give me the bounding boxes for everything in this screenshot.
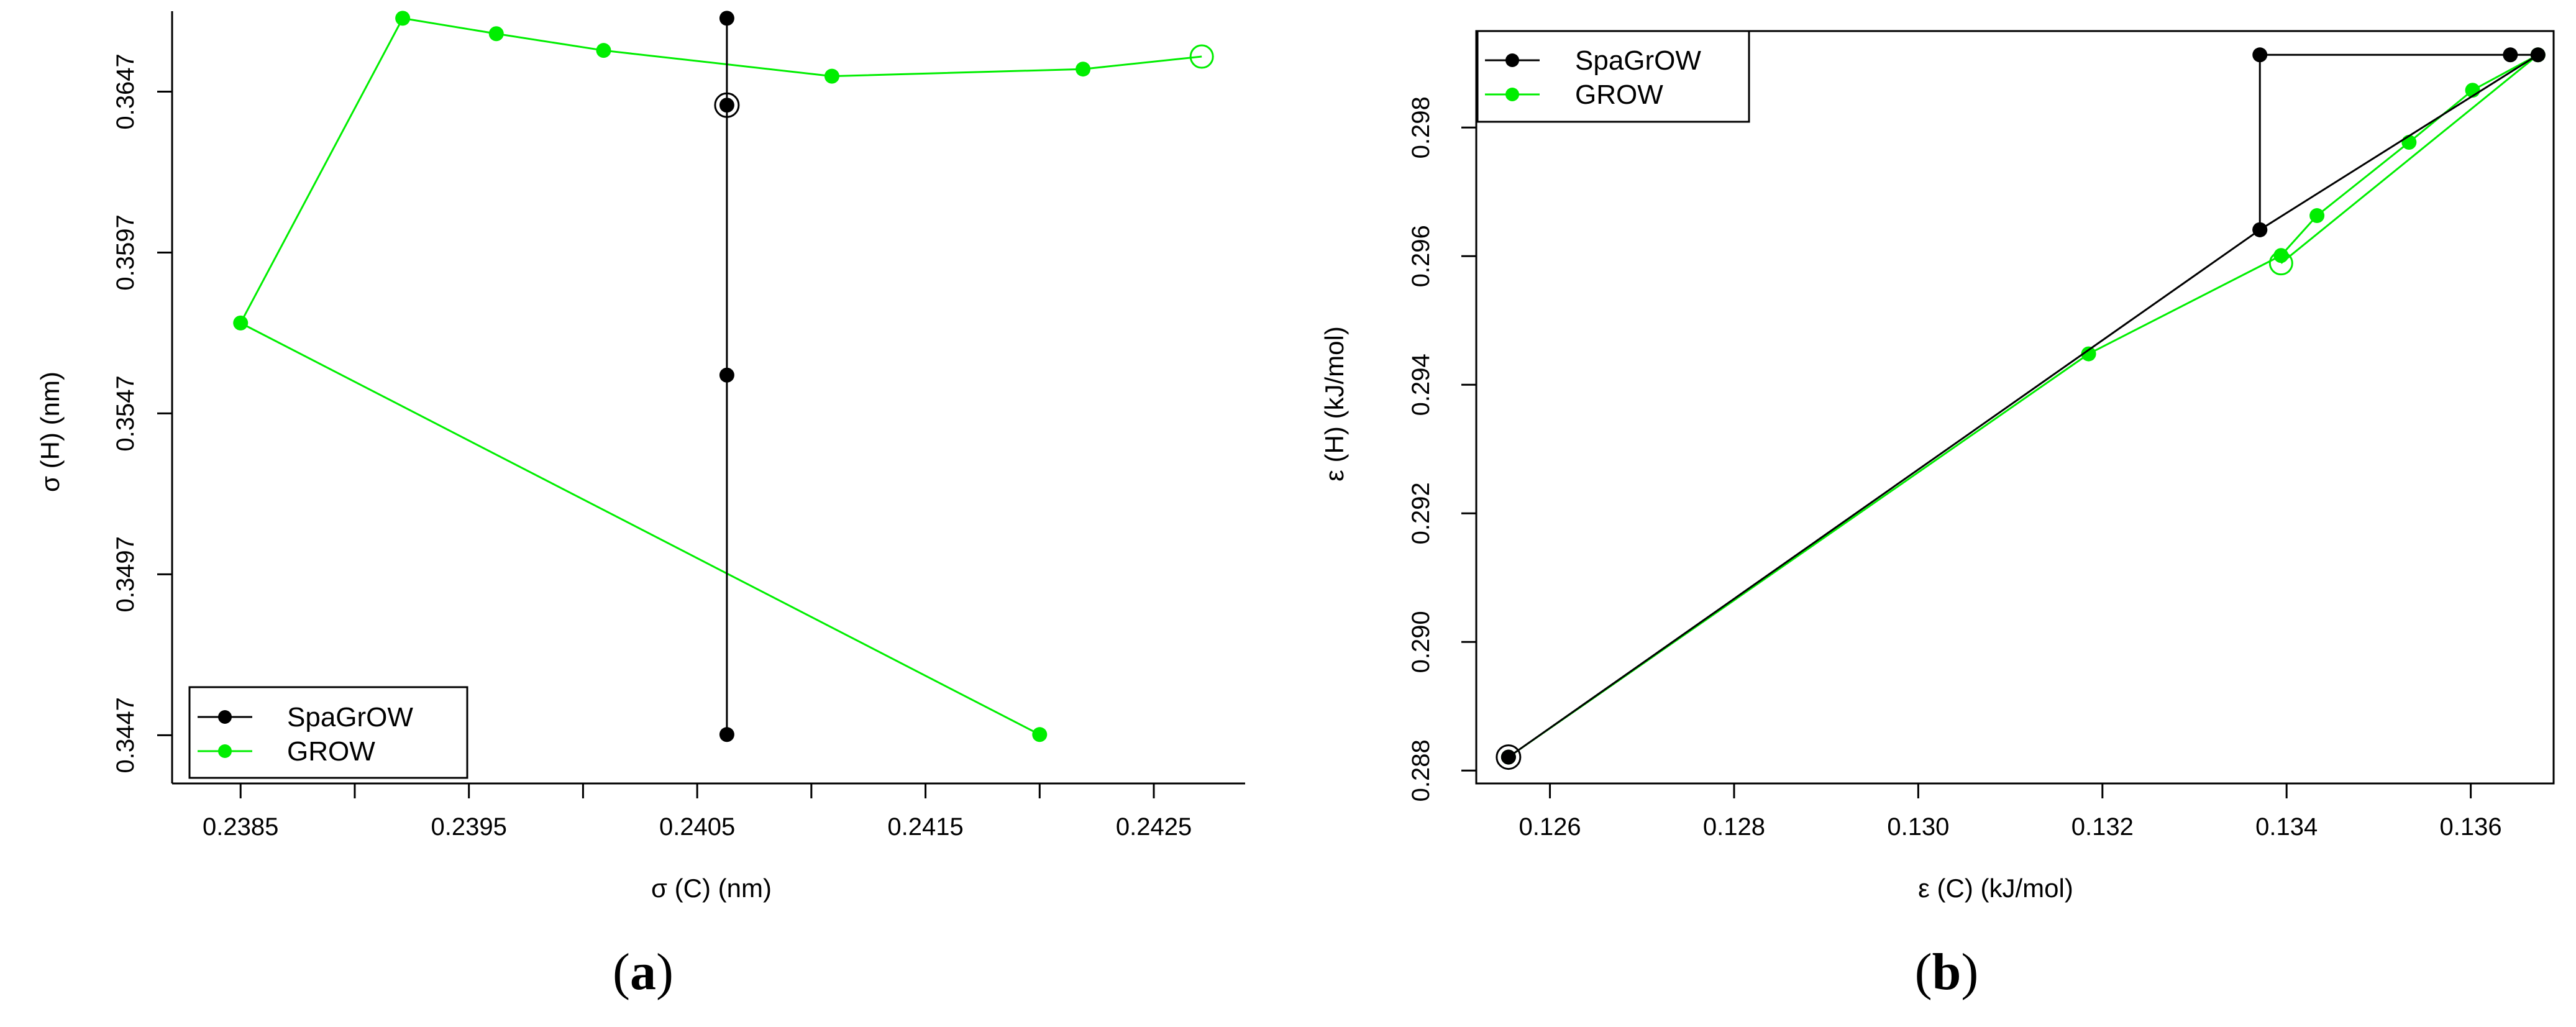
legend-b-marker-grow bbox=[1505, 88, 1519, 101]
y-tick-label: 0.296 bbox=[1407, 225, 1435, 287]
point-spagrow bbox=[719, 11, 734, 26]
point-spagrow-final bbox=[1500, 749, 1516, 765]
point-spagrow bbox=[2252, 222, 2268, 237]
x-ticks-b: 0.126 0.128 0.130 0.132 0.134 0.136 bbox=[1519, 783, 2502, 841]
y-tick-label: 0.290 bbox=[1407, 611, 1435, 673]
point-spagrow-final-ring bbox=[1496, 744, 1522, 770]
point-grow bbox=[1076, 62, 1091, 77]
y-tick-label: 0.294 bbox=[1407, 354, 1435, 416]
point-grow bbox=[1032, 727, 1048, 742]
x-tick-label: 0.132 bbox=[2071, 813, 2134, 841]
panel-label-a-letter: a bbox=[630, 943, 656, 1001]
series-line-grow bbox=[239, 17, 1202, 736]
y-ticks-b: 0.288 0.290 0.292 0.294 0.296 0.298 bbox=[1407, 96, 1476, 801]
x-axis-title-b: ε (C) (kJ/mol) bbox=[1918, 874, 2073, 903]
y-axis-title-a: σ (H) (nm) bbox=[35, 372, 65, 492]
chart-panel-b: 0.126 0.128 0.130 0.132 0.134 0.136 0.288 0.29… bbox=[1320, 30, 2555, 1001]
point-grow bbox=[233, 315, 249, 331]
x-tick-label: 0.2415 bbox=[887, 813, 963, 841]
x-tick-label: 0.126 bbox=[1519, 813, 1581, 841]
point-spagrow bbox=[2252, 47, 2268, 63]
legend-b-label-spagrow: SpaGrOW bbox=[1575, 45, 1701, 76]
point-spagrow-final bbox=[719, 98, 734, 113]
point-grow bbox=[2273, 248, 2289, 263]
marks-a bbox=[233, 11, 1214, 742]
panel-label-b: (b) bbox=[1915, 943, 1979, 1001]
point-grow bbox=[395, 11, 411, 26]
y-tick-label: 0.3447 bbox=[112, 697, 139, 773]
panel-label-b-letter: b bbox=[1932, 943, 1962, 1001]
point-grow-final bbox=[1189, 44, 1214, 69]
panel-label-a: (a) bbox=[613, 943, 674, 1001]
chart-panel-a: 0.2385 0.2395 0.2405 0.2415 0.2425 0.34470.3… bbox=[35, 11, 1245, 1001]
point-spagrow bbox=[2503, 47, 2518, 63]
point-grow bbox=[2309, 208, 2325, 224]
y-ticks-a: 0.3447 0.3497 0.3547 0.3597 0.3647 bbox=[112, 53, 172, 773]
plot-area-b bbox=[1475, 30, 2555, 785]
y-tick-label: 0.3547 bbox=[112, 375, 139, 451]
legend-b: SpaGrOW GROW bbox=[1476, 30, 1750, 123]
point-spagrow bbox=[719, 367, 734, 383]
y-tick-label: 0.3597 bbox=[112, 214, 139, 290]
point-grow-final bbox=[2268, 251, 2293, 276]
x-tick-label: 0.2395 bbox=[431, 813, 507, 841]
y-tick-label: 0.3647 bbox=[112, 53, 139, 129]
y-tick-label: 0.3497 bbox=[112, 536, 139, 612]
plot-area-a bbox=[171, 11, 1245, 785]
point-spagrow bbox=[2530, 47, 2546, 63]
legend-a-label-grow: GROW bbox=[287, 736, 375, 767]
point-grow bbox=[596, 43, 611, 58]
y-tick-label: 0.288 bbox=[1407, 739, 1435, 801]
x-tick-label: 0.128 bbox=[1703, 813, 1765, 841]
point-grow bbox=[2401, 135, 2417, 150]
y-axis-title-b: ε (H) (kJ/mol) bbox=[1320, 326, 1349, 482]
point-grow bbox=[2081, 346, 2096, 362]
legend-a-marker-grow bbox=[218, 744, 232, 758]
legend-b-marker-spagrow bbox=[1505, 53, 1519, 67]
x-tick-label: 0.2385 bbox=[203, 813, 278, 841]
x-tick-label: 0.2405 bbox=[659, 813, 735, 841]
x-tick-label: 0.130 bbox=[1887, 813, 1949, 841]
y-tick-label: 0.292 bbox=[1407, 482, 1435, 544]
point-grow bbox=[824, 68, 839, 84]
x-tick-label: 0.136 bbox=[2440, 813, 2502, 841]
x-axis-title-a: σ (C) (nm) bbox=[651, 874, 772, 903]
point-spagrow-final-ring bbox=[714, 92, 740, 118]
x-tick-label: 0.134 bbox=[2255, 813, 2318, 841]
marks-b bbox=[1496, 47, 2546, 770]
plot-frame-b bbox=[1475, 30, 2555, 785]
point-spagrow bbox=[719, 727, 734, 742]
legend-a-label-spagrow: SpaGrOW bbox=[287, 702, 413, 733]
legend-a-marker-spagrow bbox=[218, 710, 232, 724]
y-tick-label: 0.298 bbox=[1407, 96, 1435, 158]
point-grow bbox=[488, 26, 504, 42]
legend-a: SpaGrOW GROW bbox=[188, 686, 468, 779]
x-tick-label: 0.2425 bbox=[1116, 813, 1192, 841]
x-ticks-a: 0.2385 0.2395 0.2405 0.2415 0.2425 bbox=[203, 783, 1192, 841]
legend-b-label-grow: GROW bbox=[1575, 80, 1663, 110]
